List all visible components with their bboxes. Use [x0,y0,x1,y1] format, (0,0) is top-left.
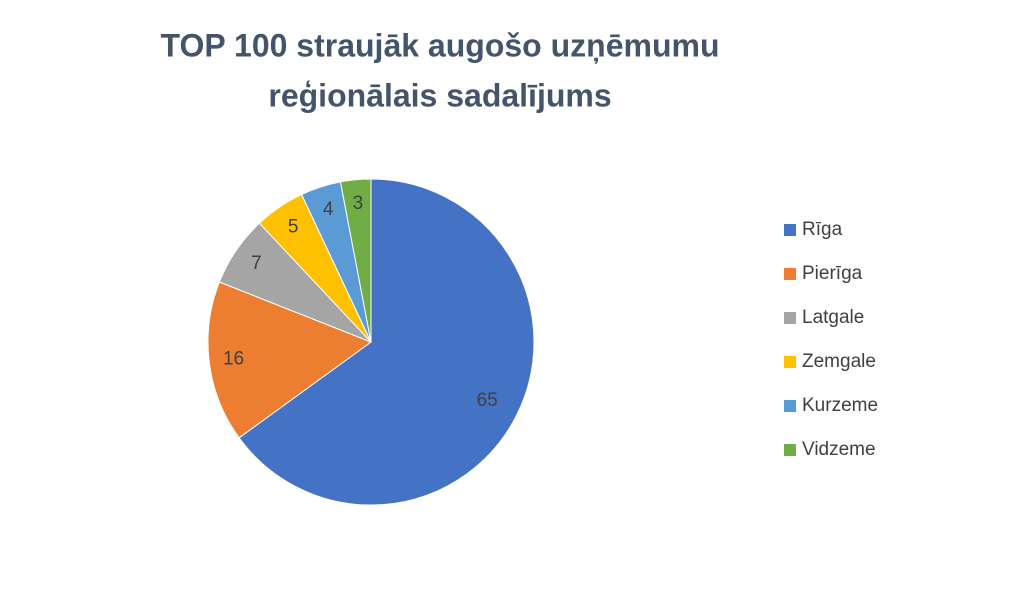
legend-label: Kurzeme [802,395,878,416]
legend-swatch [784,444,796,456]
legend-label: Vidzeme [802,439,876,460]
legend-swatch [784,268,796,280]
pie-slice [207,281,373,439]
legend-swatch [784,356,796,368]
legend-swatch [784,224,796,236]
legend-swatch [784,312,796,324]
legend-label: Pierīga [802,263,863,284]
data-label: 5 [288,216,299,237]
data-label: 65 [477,390,498,411]
legend-label: Zemgale [802,351,876,372]
data-label: 16 [223,348,244,369]
data-label: 7 [251,253,262,274]
data-label: 3 [353,193,364,214]
chart-title: reģionālais sadalījums [268,77,611,113]
chart-title: TOP 100 straujāk augošo uzņēmumu [161,27,720,63]
data-label: 4 [323,199,334,220]
pie-slice [339,178,372,343]
legend-label: Latgale [802,307,864,328]
legend-label: Rīga [802,219,843,240]
pie-slice [238,178,535,506]
legend-swatch [784,400,796,412]
